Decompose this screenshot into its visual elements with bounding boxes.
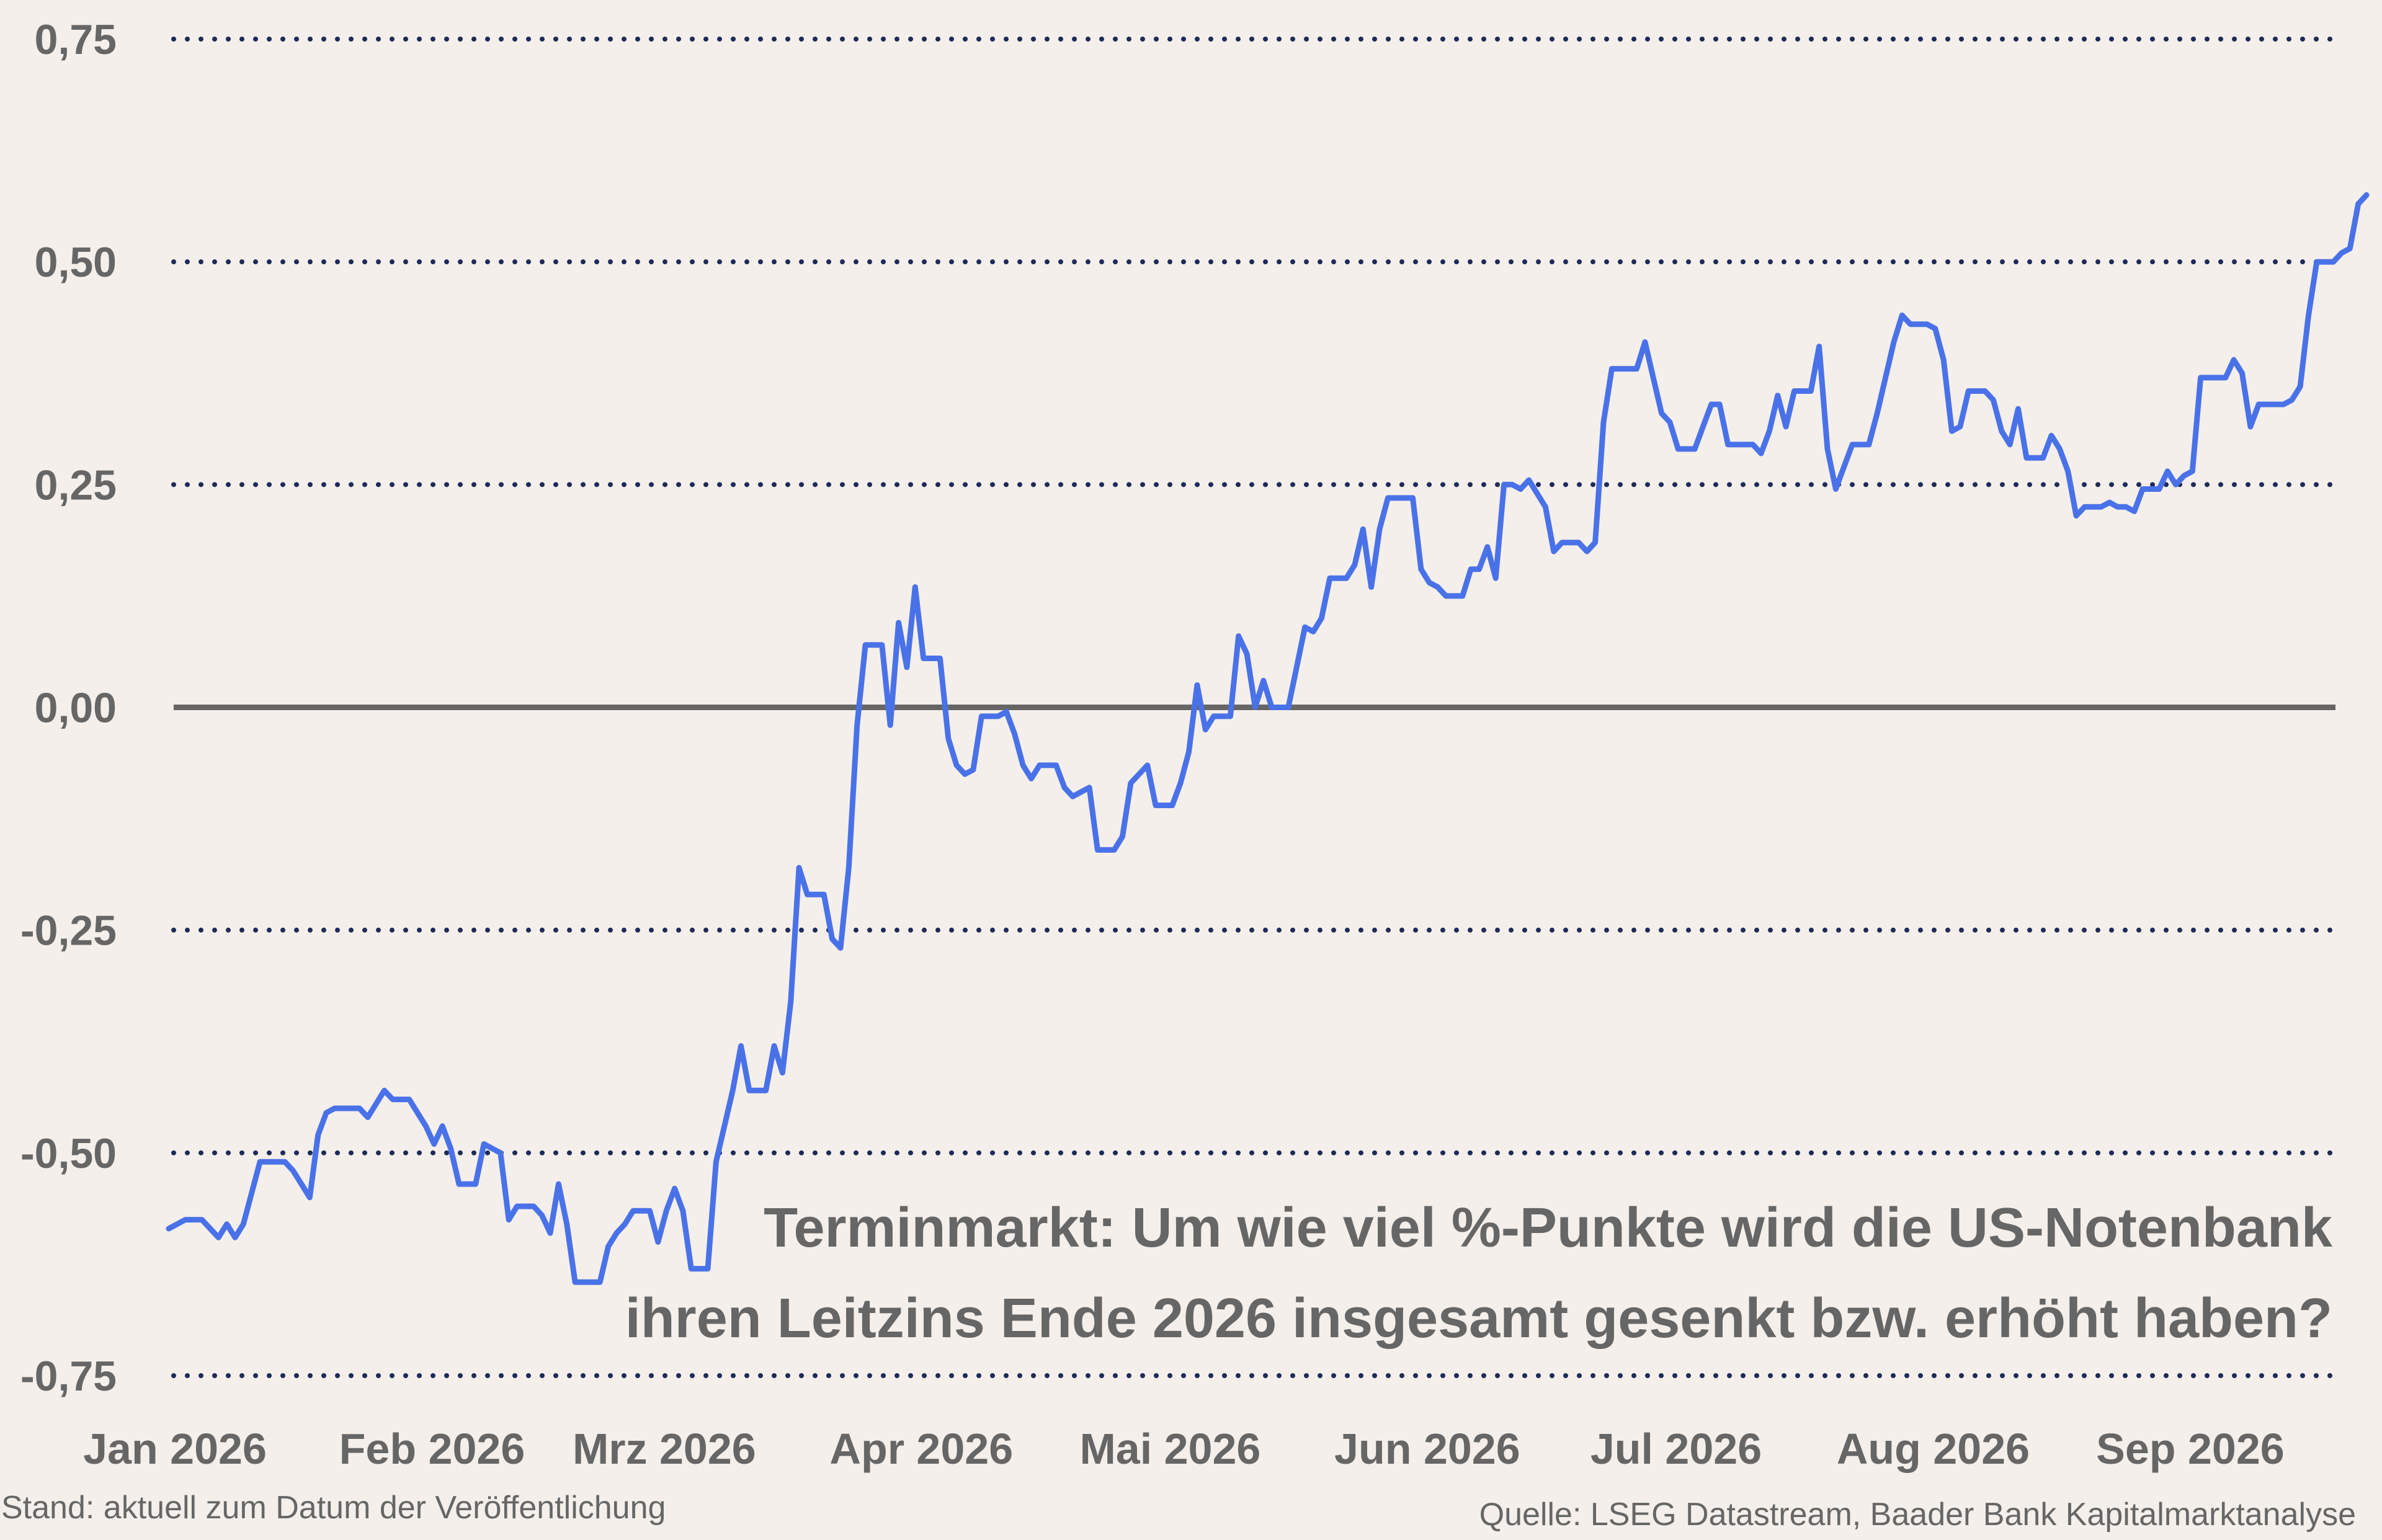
x-tick-label: Apr 2026: [829, 1425, 1013, 1473]
y-tick-label: -0,75: [20, 1353, 117, 1400]
chart-title-line-1: Terminmarkt: Um wie viel %-Punkte wird d…: [764, 1197, 2333, 1259]
footer-left: Stand: aktuell zum Datum der Veröffentli…: [1, 1490, 666, 1526]
y-tick-label: -0,50: [20, 1130, 117, 1177]
x-tick-label: Sep 2026: [2096, 1425, 2285, 1473]
y-tick-label: 0,75: [35, 16, 117, 63]
x-tick-label: Jun 2026: [1334, 1425, 1520, 1473]
chart-title-line-2: ihren Leitzins Ende 2026 insgesamt gesen…: [625, 1288, 2332, 1350]
y-axis-ticks: 0,75 0,50 0,25 0,00 -0,25 -0,50 -0,75: [20, 16, 117, 1400]
y-tick-label: 0,25: [35, 461, 117, 509]
y-tick-label: 0,50: [35, 239, 117, 286]
series-line: [166, 192, 2370, 1285]
x-tick-label: Jul 2026: [1590, 1425, 1762, 1473]
x-tick-label: Feb 2026: [339, 1425, 525, 1473]
y-tick-label: -0,25: [20, 907, 117, 955]
footer-right: Quelle: LSEG Datastream, Baader Bank Kap…: [1479, 1497, 2356, 1533]
y-tick-label: 0,00: [35, 685, 117, 732]
gridlines: [171, 37, 2338, 1378]
x-tick-label: Aug 2026: [1837, 1425, 2030, 1473]
chart-title: Terminmarkt: Um wie viel %-Punkte wird d…: [625, 1197, 2333, 1350]
x-tick-label: Jan 2026: [83, 1425, 267, 1473]
x-tick-label: Mai 2026: [1079, 1425, 1260, 1473]
x-tick-label: Mrz 2026: [573, 1425, 756, 1473]
x-axis-ticks: Jan 2026 Feb 2026 Mrz 2026 Apr 2026 Mai 2026…: [83, 1425, 2285, 1473]
